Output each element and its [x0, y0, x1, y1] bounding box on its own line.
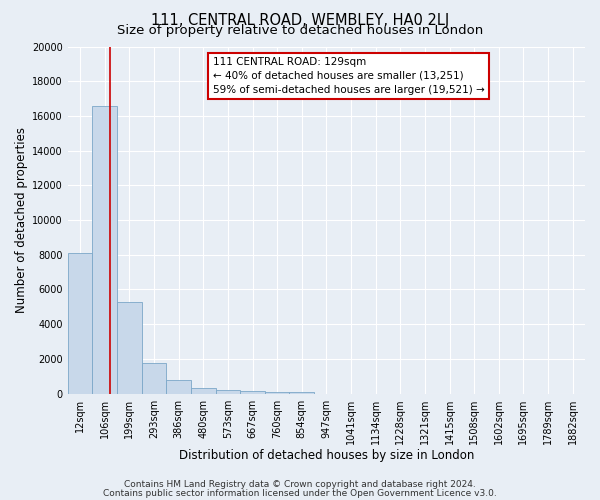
Bar — [289, 392, 314, 394]
X-axis label: Distribution of detached houses by size in London: Distribution of detached houses by size … — [179, 450, 474, 462]
Bar — [92, 106, 117, 394]
Bar — [240, 391, 265, 394]
Text: Size of property relative to detached houses in London: Size of property relative to detached ho… — [117, 24, 483, 37]
Bar — [191, 388, 215, 394]
Bar — [117, 302, 142, 394]
Text: 111, CENTRAL ROAD, WEMBLEY, HA0 2LJ: 111, CENTRAL ROAD, WEMBLEY, HA0 2LJ — [151, 12, 449, 28]
Text: 111 CENTRAL ROAD: 129sqm
← 40% of detached houses are smaller (13,251)
59% of se: 111 CENTRAL ROAD: 129sqm ← 40% of detach… — [212, 57, 484, 95]
Text: Contains HM Land Registry data © Crown copyright and database right 2024.: Contains HM Land Registry data © Crown c… — [124, 480, 476, 489]
Bar — [265, 392, 289, 394]
Text: Contains public sector information licensed under the Open Government Licence v3: Contains public sector information licen… — [103, 488, 497, 498]
Bar — [166, 380, 191, 394]
Bar — [142, 363, 166, 394]
Bar — [68, 253, 92, 394]
Bar — [215, 390, 240, 394]
Y-axis label: Number of detached properties: Number of detached properties — [15, 127, 28, 313]
